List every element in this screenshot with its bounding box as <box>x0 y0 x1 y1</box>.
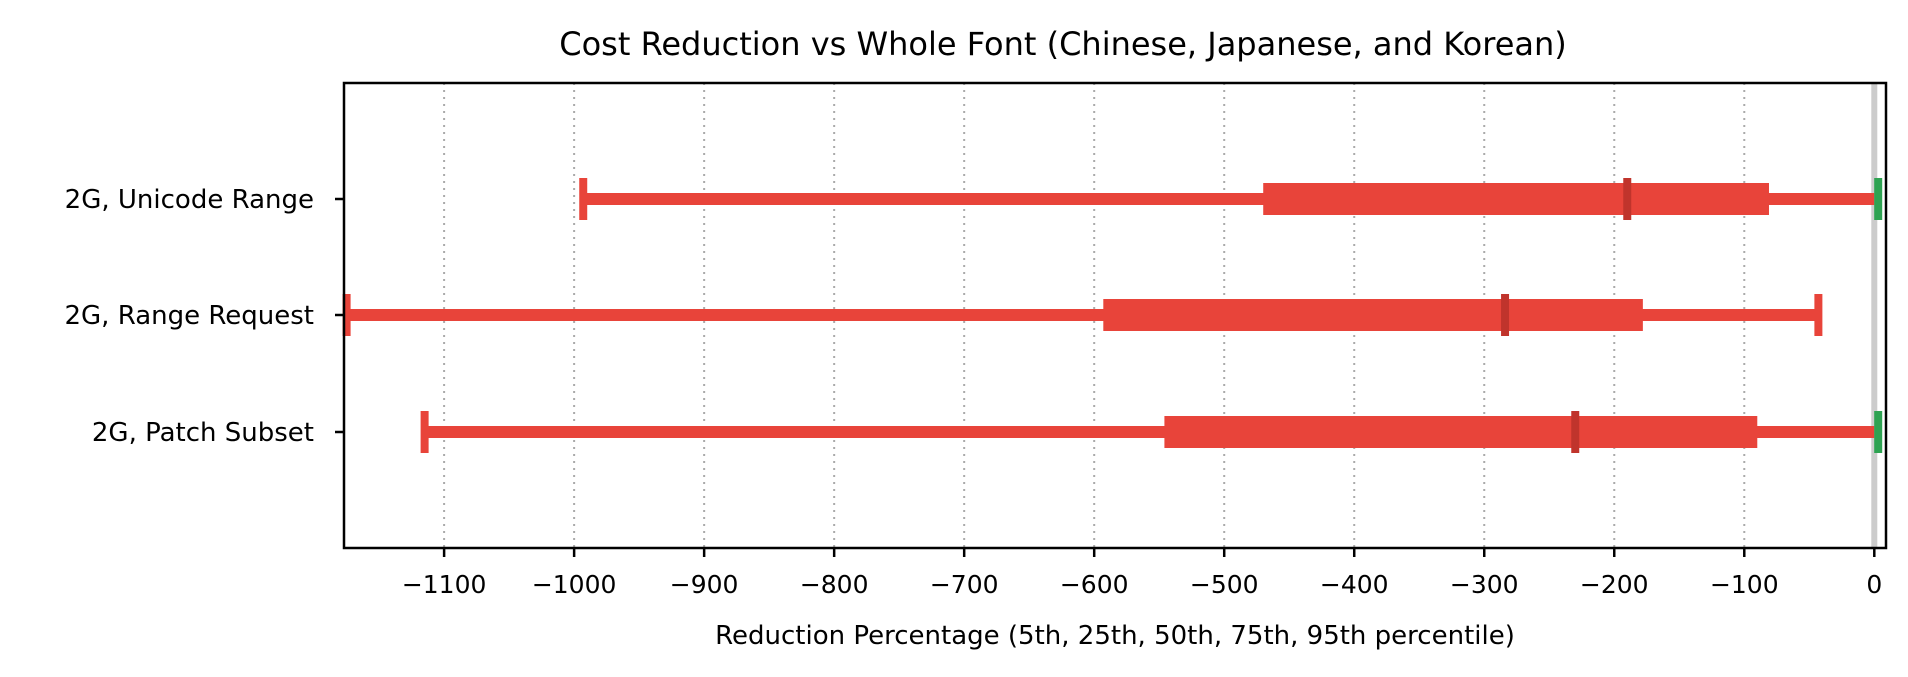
iqr-box <box>1164 416 1758 448</box>
x-tick-label: −200 <box>1580 570 1649 599</box>
iqr-box <box>1263 183 1769 215</box>
x-tick-label: −100 <box>1710 570 1779 599</box>
y-tick-label: 2G, Unicode Range <box>65 185 314 215</box>
y-tick-label: 2G, Patch Subset <box>92 418 314 448</box>
x-tick-label: −900 <box>670 570 739 599</box>
x-tick-label: −1000 <box>532 570 617 599</box>
y-tick-label: 2G, Range Request <box>64 301 314 331</box>
x-tick-label: −400 <box>1320 570 1389 599</box>
x-axis-ticks: −1100 −1000 −900 −800 −700 −600 −500 −400 −300 −2… <box>402 548 1882 599</box>
x-tick-label: −800 <box>800 570 869 599</box>
x-tick-label: −600 <box>1060 570 1129 599</box>
x-tick-label: −500 <box>1190 570 1259 599</box>
range-bars <box>342 178 1883 453</box>
y-axis-ticks: 2G, Unicode Range 2G, Range Request 2G, Pa… <box>64 185 344 448</box>
x-axis-label: Reduction Percentage (5th, 25th, 50th, 7… <box>715 621 1515 651</box>
x-tick-label: −1100 <box>402 570 487 599</box>
chart-title: Cost Reduction vs Whole Font (Chinese, J… <box>559 25 1567 63</box>
x-tick-label: −700 <box>930 570 999 599</box>
x-tick-label: 0 <box>1866 570 1882 599</box>
x-tick-label: −300 <box>1450 570 1519 599</box>
iqr-box <box>1103 299 1643 331</box>
